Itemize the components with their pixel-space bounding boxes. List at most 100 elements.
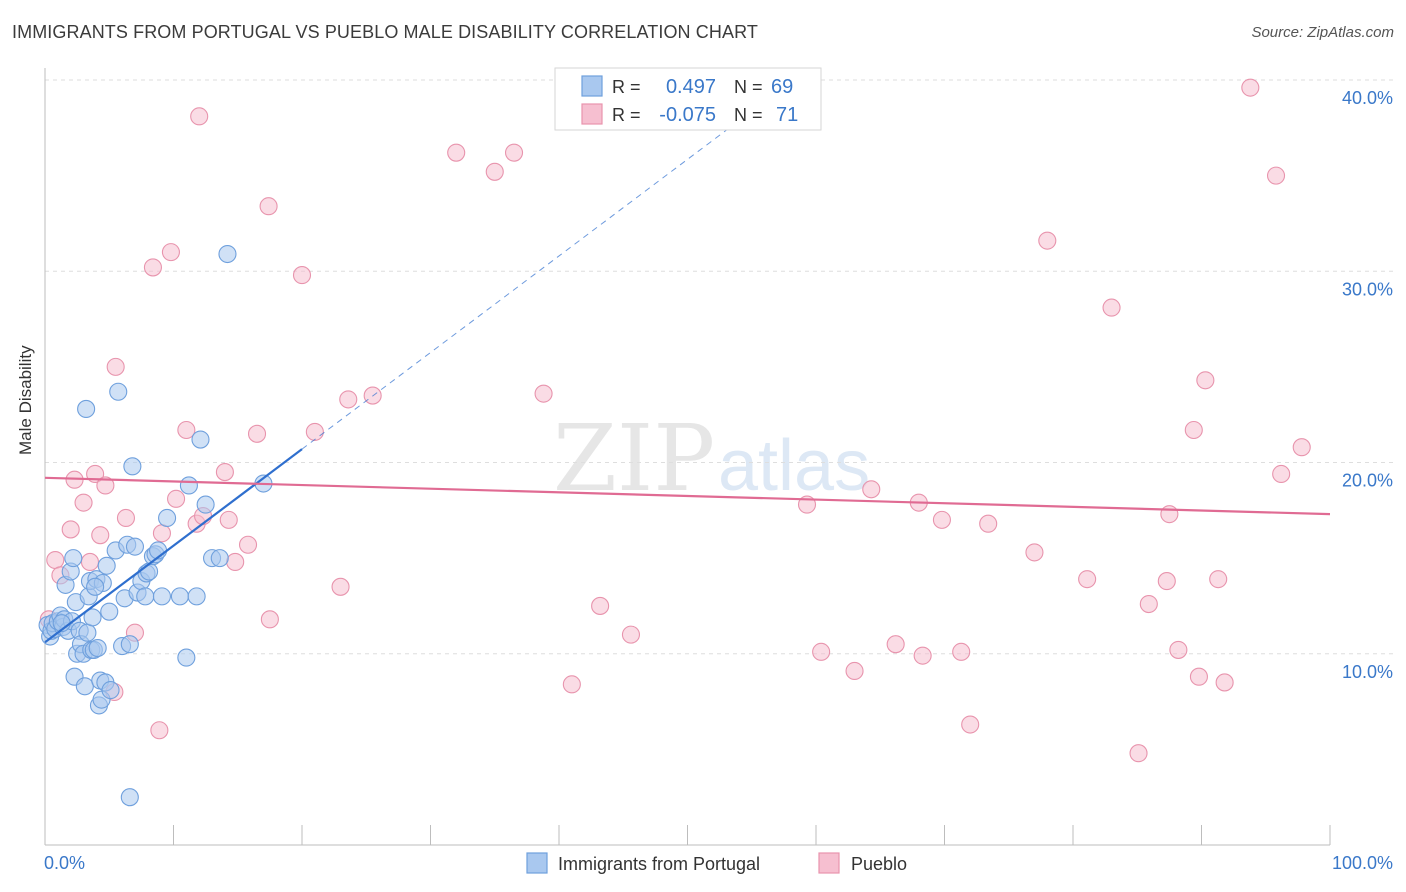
x-tick-label-0: 0.0%: [44, 853, 85, 873]
legend-r-label-2: R =: [612, 105, 641, 125]
bottom-legend-swatch-pueblo: [818, 852, 840, 874]
pueblo-point: [292, 266, 312, 285]
pueblo-point: [61, 520, 80, 539]
legend-r-label-1: R =: [612, 77, 641, 97]
portugal-point: [101, 681, 120, 700]
pueblo-point: [152, 524, 171, 543]
pueblo-point: [447, 143, 466, 162]
portugal-point: [191, 430, 210, 449]
portugal-point: [210, 549, 229, 568]
pueblo-point: [190, 107, 209, 126]
portugal-trend-line: [44, 448, 303, 644]
pueblo-point: [979, 514, 998, 533]
legend-n-value-1: 69: [771, 76, 793, 98]
portugal-point: [100, 602, 119, 621]
pueblo-point: [1160, 505, 1179, 524]
pueblo-point: [562, 675, 581, 694]
pueblo-point: [150, 721, 169, 740]
pueblo-points: [39, 78, 1311, 763]
pueblo-point: [1209, 570, 1228, 589]
pueblo-point: [96, 476, 115, 495]
y-tick-labels: 10.0% 20.0% 30.0% 40.0%: [1342, 88, 1393, 682]
portugal-point: [120, 635, 139, 654]
grid: [45, 79, 1395, 655]
pueblo-point: [913, 646, 932, 665]
pueblo-point: [1169, 640, 1188, 659]
pueblo-point: [219, 510, 238, 529]
portugal-points: [38, 244, 273, 807]
pueblo-point: [238, 535, 258, 554]
portugal-point: [86, 577, 105, 596]
portugal-point: [120, 788, 139, 807]
y-tick-label-2: 30.0%: [1342, 279, 1393, 299]
pueblo-point: [1184, 420, 1203, 440]
pueblo-point: [812, 642, 831, 661]
legend-swatch-portugal: [581, 75, 603, 97]
watermark-atlas: atlas: [718, 426, 870, 506]
portugal-point: [83, 608, 102, 627]
legend: R = 0.497 N = 69 R = -0.075 N = 71: [554, 67, 822, 131]
portugal-point: [64, 549, 83, 568]
portugal-point: [123, 457, 142, 476]
pueblo-point: [339, 390, 358, 409]
y-tick-label-1: 20.0%: [1342, 471, 1393, 491]
pueblo-point: [1139, 594, 1158, 614]
bottom-legend: Immigrants from Portugal Pueblo: [526, 852, 907, 874]
pueblo-point: [952, 642, 971, 661]
pueblo-point: [1272, 464, 1291, 484]
pueblo-point: [932, 510, 951, 529]
pueblo-point: [331, 577, 350, 596]
pueblo-point: [259, 197, 278, 216]
pueblo-point: [1196, 371, 1215, 390]
y-tick-label-3: 40.0%: [1342, 88, 1393, 108]
pueblo-point: [226, 552, 245, 572]
pueblo-point: [106, 357, 125, 376]
portugal-point: [88, 638, 107, 658]
pueblo-point: [1241, 78, 1260, 97]
pueblo-point: [1157, 572, 1176, 591]
portugal-point: [78, 623, 97, 642]
pueblo-point: [260, 610, 279, 629]
x-tick-labels: 0.0% 100.0%: [44, 853, 1393, 873]
pueblo-point: [961, 715, 980, 734]
legend-n-label-1: N =: [734, 77, 763, 97]
pueblo-point: [1078, 570, 1097, 589]
pueblo-point: [177, 420, 196, 440]
portugal-point: [179, 476, 198, 495]
portugal-point: [109, 382, 128, 401]
pueblo-point: [1266, 166, 1286, 185]
portugal-point: [158, 508, 177, 528]
y-tick-label-0: 10.0%: [1342, 662, 1393, 682]
portugal-point: [125, 537, 144, 556]
pueblo-point: [504, 143, 524, 162]
portugal-point: [75, 677, 94, 696]
pueblo-point: [1102, 298, 1121, 317]
legend-n-label-2: N =: [734, 105, 763, 125]
pueblo-point: [591, 596, 610, 615]
pueblo-point: [845, 661, 864, 681]
portugal-point: [177, 648, 196, 667]
bottom-legend-label-portugal: Immigrants from Portugal: [558, 854, 760, 874]
pueblo-point: [247, 424, 267, 443]
legend-r-value-2: -0.075: [659, 104, 716, 126]
portugal-point: [170, 587, 189, 606]
portugal-point: [97, 556, 116, 575]
pueblo-point: [161, 243, 180, 262]
pueblo-point: [91, 526, 110, 545]
pueblo-point: [862, 480, 881, 499]
portugal-point: [152, 587, 171, 606]
legend-swatch-pueblo: [581, 103, 603, 125]
pueblo-trend-line: [44, 476, 1331, 516]
trend-lines: [44, 110, 1331, 644]
bottom-legend-swatch-portugal: [526, 852, 548, 874]
pueblo-point: [74, 493, 93, 512]
chart-title: IMMIGRANTS FROM PORTUGAL VS PUEBLO MALE …: [12, 22, 758, 42]
portugal-point: [136, 587, 155, 606]
pueblo-point: [116, 508, 136, 528]
legend-n-value-2: 71: [776, 104, 798, 126]
pueblo-point: [1292, 438, 1311, 457]
bottom-legend-label-pueblo: Pueblo: [851, 854, 907, 874]
legend-r-value-1: 0.497: [666, 76, 716, 98]
pueblo-point: [215, 463, 234, 482]
